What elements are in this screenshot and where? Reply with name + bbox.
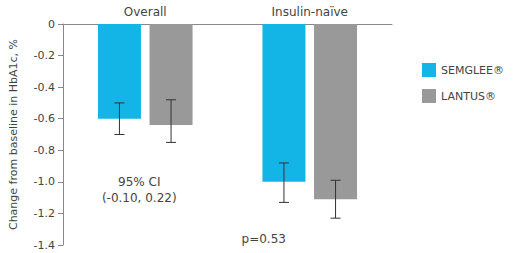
svg-text:SEMGLEE®: SEMGLEE®: [441, 64, 504, 77]
svg-text:-1.0: -1.0: [34, 175, 55, 188]
svg-text:-0.2: -0.2: [34, 49, 55, 62]
svg-text:Change from baseline in HbA1c,: Change from baseline in HbA1c, %: [7, 39, 20, 230]
svg-text:-0.8: -0.8: [34, 144, 55, 157]
svg-text:LANTUS®: LANTUS®: [441, 90, 496, 103]
svg-text:0: 0: [48, 18, 55, 31]
svg-text:Overall: Overall: [124, 5, 167, 19]
svg-text:-0.6: -0.6: [34, 112, 55, 125]
svg-text:-0.4: -0.4: [34, 81, 55, 94]
svg-text:Insulin-naïve: Insulin-naïve: [272, 5, 348, 19]
svg-text:p=0.53: p=0.53: [242, 232, 286, 246]
svg-text:(-0.10, 0.22): (-0.10, 0.22): [102, 191, 177, 205]
svg-text:-1.4: -1.4: [34, 239, 55, 252]
svg-text:95% CI: 95% CI: [118, 175, 160, 189]
svg-text:-1.2: -1.2: [34, 207, 55, 220]
